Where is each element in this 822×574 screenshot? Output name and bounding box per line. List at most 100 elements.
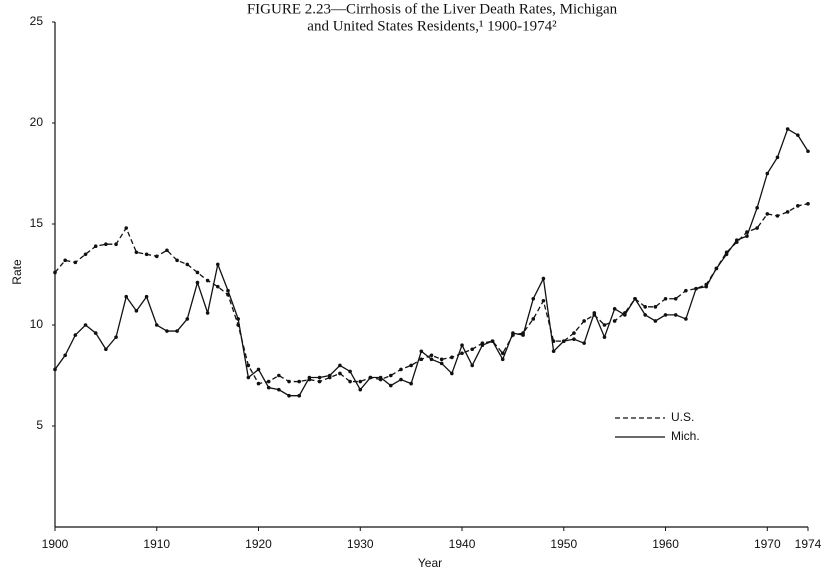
data-point	[266, 379, 271, 384]
data-point	[104, 347, 108, 352]
data-point	[388, 373, 393, 378]
data-point	[592, 311, 597, 315]
data-point	[724, 252, 729, 257]
data-point	[429, 357, 434, 362]
data-point	[226, 288, 230, 293]
data-point	[684, 317, 688, 321]
data-point	[561, 339, 566, 343]
data-point	[93, 331, 98, 335]
data-point	[602, 323, 607, 327]
data-point	[348, 379, 352, 384]
x-tick-label: 1950	[550, 537, 577, 551]
data-point	[572, 337, 576, 341]
data-point	[287, 379, 291, 384]
data-point	[623, 313, 627, 317]
data-point	[378, 375, 383, 380]
data-point	[806, 202, 810, 206]
data-point	[470, 363, 475, 368]
data-point	[256, 381, 261, 386]
data-point	[348, 369, 352, 374]
data-point	[63, 353, 67, 358]
data-point	[734, 238, 739, 242]
data-point	[663, 313, 668, 317]
data-point	[500, 357, 505, 362]
data-point	[602, 335, 607, 339]
data-point	[277, 373, 281, 378]
x-tick-label: 1960	[652, 537, 679, 551]
x-tick-label: 1900	[42, 537, 69, 551]
x-tick-label: 1970	[754, 537, 781, 551]
data-point	[572, 331, 576, 335]
data-point	[633, 296, 637, 301]
data-point	[368, 375, 373, 380]
data-point	[399, 377, 403, 382]
data-point	[796, 133, 800, 137]
data-point	[409, 381, 413, 386]
data-point	[287, 393, 291, 398]
chart-title: FIGURE 2.23—Cirrhosis of the Liver Death…	[247, 1, 618, 17]
data-point	[541, 276, 546, 281]
data-point	[216, 284, 220, 289]
data-point	[104, 242, 108, 246]
data-point	[317, 379, 322, 384]
data-point	[134, 250, 139, 255]
data-point	[358, 387, 363, 392]
data-point	[643, 313, 647, 317]
chart-title: and United States Residents,¹ 1900-1974²	[307, 18, 557, 34]
data-point	[439, 357, 444, 362]
legend-label: U.S.	[671, 410, 694, 424]
data-point	[114, 242, 118, 246]
data-point	[745, 234, 749, 238]
data-point	[460, 351, 464, 356]
data-point	[144, 252, 149, 257]
data-point	[450, 371, 454, 376]
data-point	[307, 375, 312, 380]
data-point	[154, 323, 159, 327]
data-point	[531, 317, 536, 321]
data-point	[643, 305, 647, 309]
data-point	[582, 319, 586, 323]
data-point	[531, 296, 536, 301]
data-point	[388, 383, 393, 388]
data-point	[297, 379, 302, 384]
data-point	[338, 363, 342, 368]
data-point	[53, 270, 57, 275]
data-point	[765, 171, 770, 176]
data-point	[419, 349, 424, 354]
data-point	[73, 260, 78, 265]
data-point	[63, 258, 67, 263]
data-point	[175, 329, 179, 333]
data-point	[124, 226, 129, 230]
data-point	[450, 355, 454, 360]
legend-label: Mich.	[671, 429, 700, 443]
data-point	[775, 155, 780, 160]
data-point	[236, 317, 240, 321]
data-point	[83, 252, 88, 257]
data-point	[185, 262, 190, 267]
data-point	[470, 347, 475, 352]
data-point	[755, 226, 759, 230]
y-tick-label: 15	[30, 216, 44, 230]
data-point	[785, 210, 790, 214]
y-tick-label: 5	[36, 418, 43, 432]
data-point	[612, 307, 617, 311]
y-tick-label: 10	[30, 317, 44, 331]
y-axis-label: Rate	[10, 259, 24, 285]
data-point	[521, 333, 525, 337]
data-point	[216, 262, 220, 267]
data-point	[612, 319, 617, 323]
data-point	[663, 296, 668, 301]
data-point	[419, 357, 424, 362]
data-point	[165, 329, 169, 333]
x-tick-label: 1940	[449, 537, 476, 551]
y-tick-label: 20	[30, 115, 44, 129]
data-point	[205, 278, 210, 283]
x-axis-label: Year	[418, 556, 442, 570]
data-point	[429, 353, 434, 358]
data-point	[755, 206, 759, 210]
y-tick-label: 25	[30, 14, 44, 28]
data-point	[582, 341, 586, 345]
data-point	[653, 319, 658, 323]
data-point	[195, 270, 200, 275]
